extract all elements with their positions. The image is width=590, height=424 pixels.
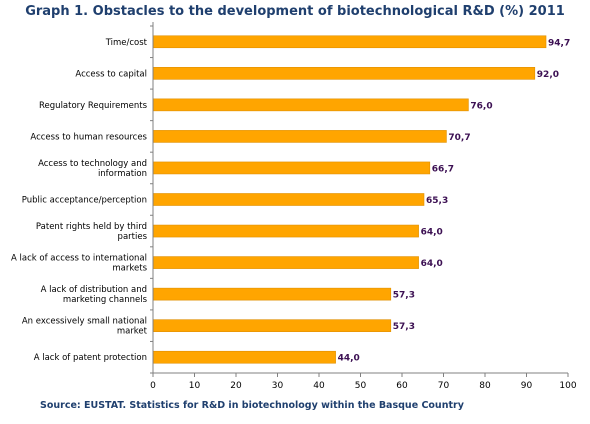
x-tick-label: 60 — [396, 381, 408, 391]
category-label-line: Public acceptance/perception — [22, 196, 147, 206]
category-label-line: Access to technology and — [38, 159, 147, 169]
x-tick-label: 20 — [230, 381, 242, 391]
category-label-line: Access to human resources — [30, 132, 147, 142]
category-label: An excessively small national market — [22, 317, 148, 337]
chart-title: Graph 1. Obstacles to the development of… — [25, 4, 565, 19]
category-label-line: Time/cost — [105, 38, 148, 48]
bar — [152, 98, 469, 112]
category-label: Access to human resources — [30, 132, 147, 142]
category-label: A lack of distribution and marketing chan… — [41, 285, 148, 305]
category-label: A lack of access to international markets — [11, 254, 148, 274]
category-label-line: Access to capital — [75, 69, 147, 79]
bar — [152, 256, 419, 269]
value-label: 66,7 — [432, 164, 454, 174]
value-label: 76,0 — [470, 101, 492, 111]
value-label: 65,3 — [426, 196, 448, 206]
x-tick-label: 30 — [272, 381, 284, 391]
bar — [152, 287, 392, 301]
category-label-line: A lack of distribution and — [41, 285, 147, 295]
category-label: Regulatory Requirements — [39, 101, 148, 111]
category-label-line: marketing channels — [63, 295, 148, 305]
category-label-line: market — [117, 327, 148, 337]
value-label: 64,0 — [421, 259, 443, 269]
category-label-line: markets — [112, 264, 147, 274]
x-tick-label: 100 — [559, 381, 576, 391]
bar — [152, 224, 419, 238]
bar — [152, 350, 336, 364]
bar — [152, 161, 431, 175]
category-label-line: information — [98, 169, 147, 179]
value-label: 64,0 — [421, 228, 443, 238]
value-label: 44,0 — [338, 354, 360, 364]
bar — [152, 67, 536, 80]
category-label-line: Regulatory Requirements — [39, 101, 148, 111]
value-label: 57,3 — [393, 291, 415, 301]
category-label: A lack of patent protection — [34, 353, 147, 363]
bar — [152, 35, 547, 49]
value-label: 92,0 — [537, 70, 559, 80]
x-tick-label: 10 — [189, 381, 201, 391]
bar — [152, 130, 447, 143]
category-label: Access to capital — [75, 69, 147, 79]
x-tick-label: 90 — [521, 381, 533, 391]
category-label: Public acceptance/perception — [22, 196, 147, 206]
category-label-line: A lack of patent protection — [34, 353, 147, 363]
category-label-line: A lack of access to international — [11, 254, 147, 264]
category-label-line: parties — [118, 232, 148, 242]
bar — [152, 319, 392, 332]
chart-source: Source: EUSTAT. Statistics for R&D in bi… — [40, 400, 464, 411]
x-tick-label: 0 — [150, 381, 156, 391]
value-label: 70,7 — [448, 133, 470, 143]
value-label: 94,7 — [548, 38, 570, 48]
category-label: Access to technology and information — [38, 159, 147, 179]
x-tick-label: 40 — [313, 381, 325, 391]
x-tick-label: 80 — [479, 381, 491, 391]
x-tick-label: 50 — [355, 381, 367, 391]
category-label: Patent rights held by third parties — [36, 222, 148, 242]
category-label: Time/cost — [105, 38, 148, 48]
category-label-line: Patent rights held by third — [36, 222, 147, 232]
value-label: 57,3 — [393, 322, 415, 332]
bar — [152, 193, 425, 206]
x-tick-label: 70 — [438, 381, 450, 391]
category-label-line: An excessively small national — [22, 317, 147, 327]
